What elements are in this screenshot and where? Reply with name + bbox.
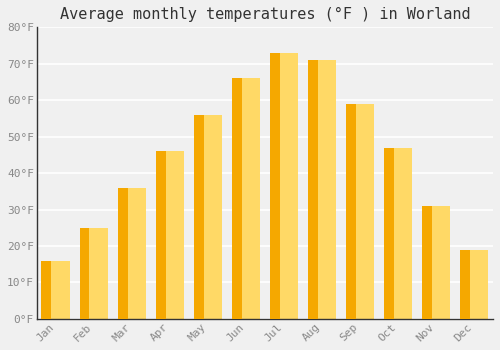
Bar	[460, 250, 470, 319]
Bar	[156, 151, 184, 319]
Bar	[346, 104, 356, 319]
Bar	[460, 250, 488, 319]
Bar	[118, 188, 128, 319]
Bar	[118, 188, 146, 319]
Bar	[422, 206, 450, 319]
Bar	[156, 151, 166, 319]
Bar	[194, 115, 203, 319]
Bar	[384, 148, 412, 319]
Bar	[80, 228, 108, 319]
Bar	[80, 228, 90, 319]
Bar	[42, 260, 51, 319]
Bar	[308, 60, 336, 319]
Bar	[194, 115, 222, 319]
Bar	[384, 148, 394, 319]
Bar	[232, 78, 260, 319]
Bar	[270, 53, 280, 319]
Bar	[308, 60, 318, 319]
Title: Average monthly temperatures (°F ) in Worland: Average monthly temperatures (°F ) in Wo…	[60, 7, 470, 22]
Bar	[422, 206, 432, 319]
Bar	[232, 78, 241, 319]
Bar	[346, 104, 374, 319]
Bar	[42, 260, 70, 319]
Bar	[270, 53, 298, 319]
